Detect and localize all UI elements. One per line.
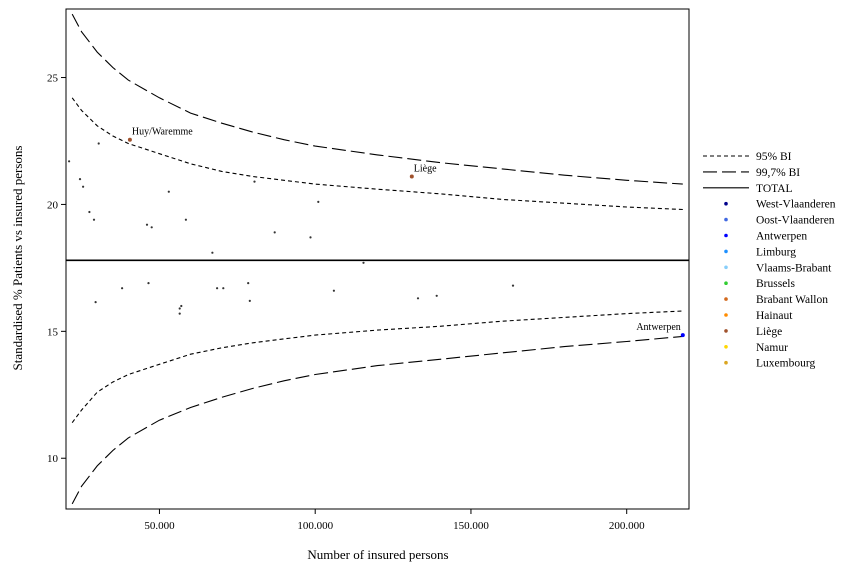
- legend-point-swatch: [724, 297, 728, 301]
- data-points: [68, 142, 515, 315]
- data-point: [145, 223, 149, 226]
- plot-frame: [65, 8, 690, 510]
- data-point: [150, 226, 153, 229]
- data-point: [147, 282, 150, 285]
- x-tick-label: 200.000: [609, 520, 645, 532]
- data-point: [317, 200, 320, 203]
- y-tick-label: 25: [47, 73, 59, 85]
- legend-label: 99,7% BI: [756, 167, 800, 179]
- highlight-point: [680, 333, 685, 338]
- legend-label: Antwerpen: [756, 231, 807, 243]
- highlight-point: [127, 137, 132, 142]
- legend-point-swatch: [724, 201, 728, 206]
- legend-point-swatch: [724, 329, 728, 333]
- confidence-bands: [71, 13, 683, 505]
- legend-point-swatch: [724, 345, 728, 349]
- highlight-label: Antwerpen: [636, 322, 680, 333]
- legend-label: Liège: [756, 326, 782, 338]
- data-point: [216, 287, 219, 290]
- band-upper-95: [71, 97, 683, 211]
- data-point: [178, 307, 181, 310]
- data-point: [332, 289, 335, 292]
- data-point: [88, 210, 91, 214]
- data-point: [247, 282, 250, 285]
- x-tick-label: 100.000: [297, 520, 333, 532]
- legend-label: Hainaut: [756, 310, 793, 322]
- band-lower-95: [71, 310, 683, 424]
- y-tick-label: 15: [47, 326, 59, 338]
- x-axis-label: Number of insured persons: [307, 547, 448, 562]
- legend-label: Brussels: [756, 278, 796, 290]
- band-upper-997: [71, 13, 683, 185]
- data-point: [273, 231, 276, 234]
- data-point: [435, 294, 438, 297]
- data-point: [253, 180, 256, 183]
- data-point: [362, 261, 365, 264]
- y-tick-label: 20: [47, 199, 59, 211]
- data-point: [248, 299, 251, 302]
- data-point: [68, 160, 71, 163]
- legend-label: Limburg: [756, 246, 796, 258]
- legend-point-swatch: [724, 265, 728, 270]
- x-axis-ticks: 50.000 100.000 150.000 200.000: [144, 509, 645, 532]
- data-point: [184, 218, 187, 221]
- legend-label: Vlaams-Brabant: [756, 262, 832, 274]
- legend: 95% BI 99,7% BI TOTAL West-Vlaanderen Oost-V…: [703, 151, 836, 370]
- legend-point-swatch: [724, 233, 728, 238]
- x-tick-label: 50.000: [144, 520, 175, 532]
- data-point: [94, 301, 97, 304]
- data-point: [416, 297, 420, 300]
- data-point: [78, 178, 82, 181]
- legend-label: Oost-Vlaanderen: [756, 215, 835, 227]
- legend-label: 95% BI: [756, 151, 792, 163]
- legend-point-swatch: [724, 217, 728, 222]
- highlight-label: Huy/Waremme: [132, 127, 193, 138]
- legend-point-swatch: [724, 313, 728, 317]
- data-point: [97, 142, 100, 145]
- band-lower-997: [71, 335, 683, 505]
- legend-label: Namur: [756, 342, 788, 354]
- data-point: [121, 287, 124, 290]
- highlight-point: [409, 174, 414, 179]
- y-axis-label: Standardised % Patients vs insured perso…: [10, 146, 25, 371]
- data-point: [167, 190, 170, 193]
- highlighted-points: Huy/Waremme Liège Antwerpen: [127, 127, 685, 338]
- y-axis-ticks: 10 15 20 25: [47, 73, 66, 465]
- data-point: [222, 287, 225, 290]
- highlight-label: Liège: [414, 164, 437, 175]
- legend-point-swatch: [724, 249, 728, 254]
- legend-label: TOTAL: [756, 183, 793, 195]
- data-point: [511, 284, 515, 287]
- legend-point-swatch: [724, 281, 728, 286]
- legend-label: West-Vlaanderen: [756, 199, 836, 211]
- data-point: [92, 218, 96, 221]
- legend-label: Luxembourg: [756, 358, 815, 370]
- data-point: [309, 236, 312, 239]
- data-point: [180, 304, 183, 308]
- legend-label: Brabant Wallon: [756, 294, 828, 306]
- legend-point-swatch: [724, 360, 728, 365]
- data-point: [178, 312, 181, 315]
- x-tick-label: 150.000: [453, 520, 489, 532]
- y-tick-label: 10: [47, 453, 59, 465]
- data-point: [211, 251, 214, 254]
- data-point: [82, 185, 85, 188]
